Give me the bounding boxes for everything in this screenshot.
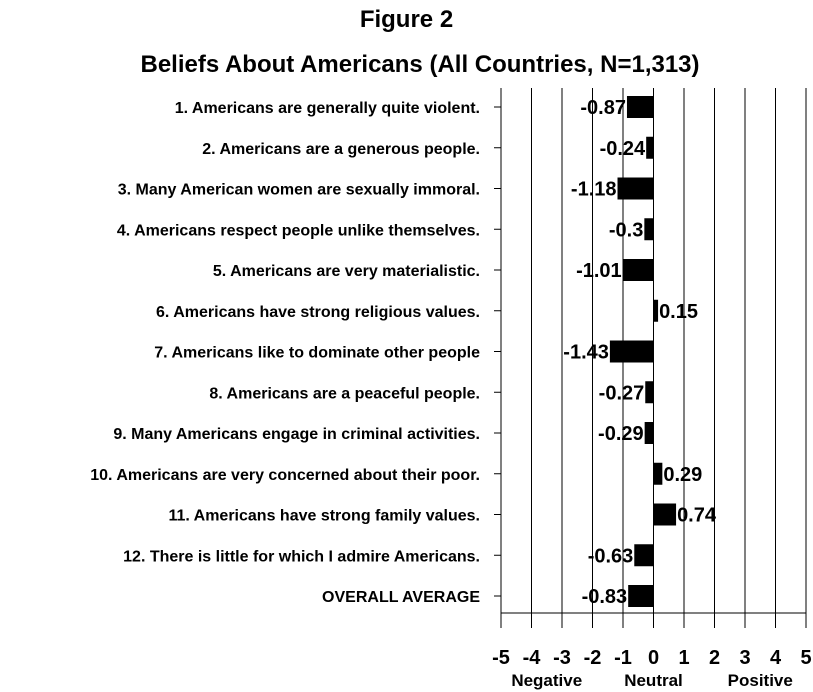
value-label: -0.24 [600,138,646,160]
bars [609,96,677,607]
bar [653,299,659,322]
x-tick-label: -2 [584,647,602,669]
category-label: 6. Americans have strong religious value… [156,304,480,321]
x-tick-label: 4 [770,647,782,669]
negative-label: Negative [511,671,582,690]
category-label: 5. Americans are very materialistic. [213,263,480,280]
category-label: 10. Americans are very concerned about t… [90,467,480,484]
value-label: -1.18 [571,179,617,201]
value-label: -0.63 [588,545,634,567]
x-tick-label: 2 [709,647,720,669]
x-tick-label: -5 [492,647,510,669]
x-tick-label: 3 [739,647,750,669]
category-label: 4. Americans respect people unlike thems… [117,222,480,239]
x-axis: -5 -4 -3 -2 -1 0 1 2 3 4 5 Negative Neutral Positive [492,106,812,690]
value-label: 0.29 [663,464,702,486]
figure-label: Figure 2 [359,6,454,33]
category-label: 9. Many Americans engage in criminal act… [113,426,480,443]
category-label: 8. Americans are a peaceful people. [209,385,480,402]
positive-label: Positive [728,671,793,690]
bar [609,340,654,363]
category-label: 3. Many American women are sexually immo… [118,182,480,199]
category-label: 12. There is little for which I admire A… [123,548,480,565]
bar [617,177,654,200]
bar [622,259,654,281]
x-tick-label: 5 [800,647,811,669]
value-label: -0.3 [609,219,643,241]
category-labels: 1. Americans are generally quite violent… [90,100,480,606]
bar [653,462,663,485]
category-label: 11. Americans have strong family values. [168,508,480,525]
category-label: OVERALL AVERAGE [322,589,480,606]
bar [646,136,654,159]
bar [628,585,654,607]
value-labels: -0.87 -0.24 -1.18 -0.3 -1.01 0.15 -1.43 -0.27 -0… [563,97,717,608]
x-tick-label: -1 [614,647,632,669]
category-label: 7. Americans like to dominate other peop… [154,345,480,362]
value-label: -1.01 [576,260,622,282]
value-label: 0.15 [659,301,698,323]
category-label: 1. Americans are generally quite violent… [175,100,480,117]
bar [644,218,654,241]
value-label: -0.83 [582,586,628,608]
x-tick-label: -4 [523,647,542,669]
value-label: -0.27 [599,382,645,404]
value-label: -0.29 [598,423,644,445]
x-tick-label: -3 [553,647,571,669]
value-label: 0.74 [677,505,717,527]
category-label: 2. Americans are a generous people. [202,141,480,158]
value-label: -0.87 [580,97,626,119]
x-tick-label: 0 [648,647,659,669]
neutral-label: Neutral [624,671,683,690]
bar [626,96,654,118]
value-label: -1.43 [563,342,609,364]
chart-title: Beliefs About Americans (All Countries, … [140,51,700,78]
bar [644,422,654,444]
bar [653,503,677,526]
bar [645,381,654,404]
bar [634,544,654,567]
x-tick-label: 1 [678,647,689,669]
